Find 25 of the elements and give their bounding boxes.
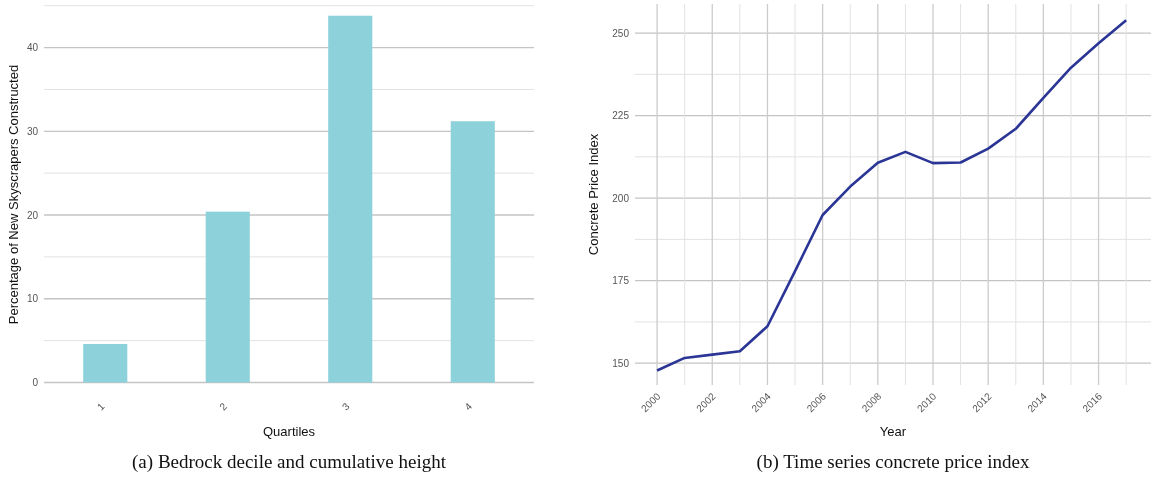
- y-tick-label: 20: [26, 209, 39, 221]
- y-tick-label: 150: [612, 357, 630, 369]
- y-tick-label: 175: [612, 275, 630, 287]
- x-axis-title: Year: [879, 424, 907, 439]
- y-tick-label: 200: [612, 192, 630, 204]
- bar: [205, 211, 250, 383]
- text: (b) Time series concrete price index: [756, 451, 1030, 473]
- y-axis-title: Concrete Price Index: [586, 133, 601, 256]
- text: (a) Bedrock decile and cumulative height: [132, 451, 447, 473]
- x-tick-label: 1: [94, 400, 107, 413]
- y-tick-label: 10: [26, 293, 39, 305]
- y-axis-title: Percentage of New Skyscrapers Constructed: [6, 64, 21, 325]
- y-tick-label: 0: [32, 376, 39, 388]
- x-tick-label: 4: [462, 400, 475, 413]
- y-tick-label: 30: [26, 125, 39, 137]
- y-tick-label: 250: [612, 27, 630, 39]
- bar: [450, 121, 495, 383]
- y-tick-label: 40: [26, 42, 39, 54]
- line-series: [655, 18, 1128, 372]
- y-tick-label: 225: [612, 110, 630, 122]
- bar: [328, 15, 373, 383]
- x-axis-title: Quartiles: [262, 424, 316, 439]
- x-tick-label: 3: [339, 400, 352, 413]
- x-tick-label: 2: [217, 400, 230, 413]
- bar: [83, 343, 128, 383]
